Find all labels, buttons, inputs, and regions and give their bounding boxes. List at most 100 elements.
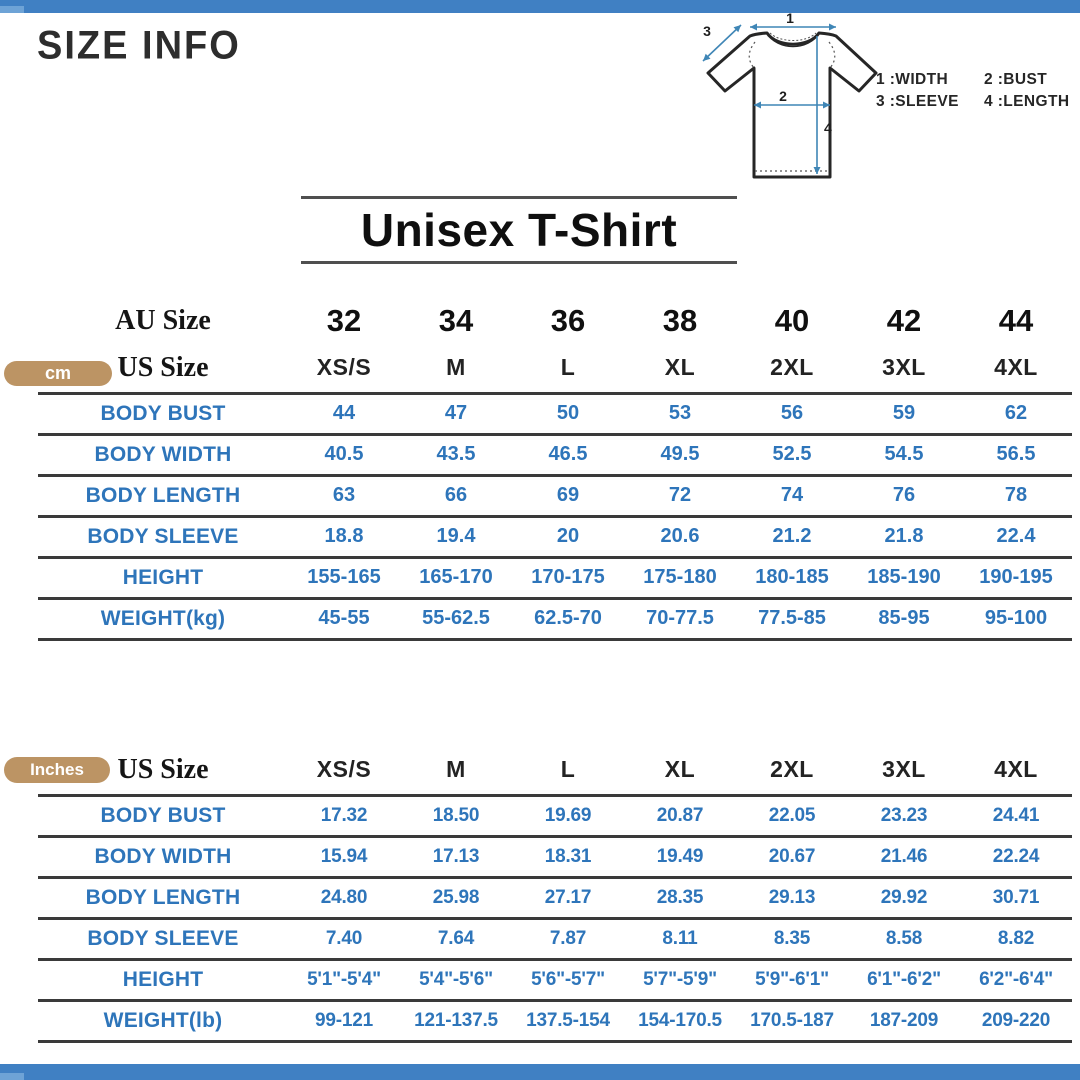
measurement-legend: 1 :WIDTH 2 :BUST 3 :SLEEVE 4 :LENGTH — [876, 71, 1069, 111]
au-size-value: 40 — [774, 302, 810, 338]
size-value: 54.5 — [884, 443, 924, 465]
row-label: WEIGHT(lb) — [103, 1008, 223, 1032]
size-value: 46.5 — [548, 443, 588, 465]
tshirt-measurement-icon: 1 2 3 4 — [702, 10, 878, 179]
size-value: 155-165 — [307, 566, 381, 588]
table-row: BODY SLEEVE 7.40 7.64 7.87 8.11 8.35 8.58 8.82 — [38, 918, 1072, 959]
size-value: 49.5 — [660, 443, 700, 465]
size-value: 121-137.5 — [414, 1009, 498, 1031]
top-accent-bar — [0, 0, 1080, 13]
size-value: 29.92 — [880, 886, 928, 908]
page-title: SIZE INFO — [37, 24, 241, 69]
us-size-value: XS/S — [288, 746, 400, 797]
size-value: 70-77.5 — [646, 607, 714, 629]
size-value: 19.49 — [656, 845, 704, 867]
au-size-value: 44 — [998, 302, 1034, 338]
us-size-value: 3XL — [848, 344, 960, 395]
right-armhole-stitch — [828, 41, 836, 69]
size-value: 185-190 — [867, 566, 941, 588]
size-value: 180-185 — [755, 566, 829, 588]
size-value: 209-220 — [981, 1009, 1051, 1031]
size-value: 27.17 — [544, 886, 592, 908]
size-value: 63 — [332, 484, 356, 506]
size-value: 66 — [444, 484, 468, 506]
us-size-value: 2XL — [736, 746, 848, 797]
legend-item-bust: 2 :BUST — [984, 71, 1048, 88]
size-value: 25.98 — [432, 886, 480, 908]
au-size-value: 38 — [662, 302, 698, 338]
size-value: 21.8 — [884, 525, 924, 547]
size-value: 190-195 — [979, 566, 1053, 588]
size-value: 69 — [556, 484, 580, 506]
row-label: BODY LENGTH — [85, 885, 241, 909]
collar-stitch — [769, 32, 817, 41]
size-value: 56.5 — [996, 443, 1036, 465]
size-value: 72 — [668, 484, 692, 506]
size-value: 20.87 — [656, 804, 704, 826]
us-size-value: XL — [624, 344, 736, 395]
us-size-value: L — [512, 746, 624, 797]
size-value: 19.4 — [436, 525, 476, 547]
size-value: 23.23 — [880, 804, 928, 826]
size-value: 30.71 — [992, 886, 1040, 908]
table-row: BODY LENGTH 63 66 69 72 74 76 78 — [38, 475, 1072, 516]
size-value: 187-209 — [869, 1009, 939, 1031]
row-label: BODY WIDTH — [94, 844, 232, 868]
au-size-value: 32 — [326, 302, 362, 338]
au-size-label: AU Size — [115, 304, 211, 336]
product-title: Unisex T-Shirt — [360, 204, 678, 256]
tshirt-diagram: 1 2 3 4 — [695, 10, 885, 187]
table-row: BODY WIDTH 40.5 43.5 46.5 49.5 52.5 54.5 56.5 — [38, 434, 1072, 475]
au-size-value: 34 — [438, 302, 474, 338]
size-value: 7.64 — [437, 927, 475, 949]
size-value: 21.46 — [880, 845, 928, 867]
us-size-value: L — [512, 344, 624, 395]
row-label: BODY BUST — [100, 803, 226, 827]
us-size-value: 2XL — [736, 344, 848, 395]
table-row: WEIGHT(lb) 99-121 121-137.5 137.5-154 154-17… — [38, 1000, 1072, 1041]
size-value: 5'6"-5'7" — [531, 968, 605, 990]
size-value: 6'1"-6'2" — [867, 968, 941, 990]
au-size-header-row: AU Size 32 34 36 38 40 42 44 — [38, 297, 1072, 344]
bust-marker-label: 2 — [779, 88, 787, 104]
left-armhole-stitch — [748, 41, 756, 69]
us-size-value: XL — [624, 746, 736, 797]
au-size-value: 42 — [886, 302, 922, 338]
size-value: 137.5-154 — [526, 1009, 610, 1031]
length-marker-label: 4 — [824, 120, 832, 136]
au-size-value: 36 — [550, 302, 586, 338]
us-size-header-row: US Size XS/S M L XL 2XL 3XL 4XL — [38, 746, 1072, 797]
us-size-value: M — [400, 746, 512, 797]
size-value: 76 — [892, 484, 916, 506]
us-size-value: M — [400, 344, 512, 395]
table-row: HEIGHT 5'1"-5'4" 5'4"-5'6" 5'6"-5'7" 5'7"-5'… — [38, 959, 1072, 1000]
row-label: BODY SLEEVE — [87, 524, 239, 548]
size-value: 47 — [444, 402, 468, 424]
size-value: 22.24 — [992, 845, 1040, 867]
sleeve-arrow — [702, 24, 742, 62]
size-value: 24.80 — [320, 886, 368, 908]
size-value: 170.5-187 — [750, 1009, 834, 1031]
size-value: 5'9"-6'1" — [755, 968, 829, 990]
length-arrow — [813, 36, 821, 174]
us-size-value: XS/S — [288, 344, 400, 395]
size-value: 20.67 — [768, 845, 816, 867]
table-row: BODY BUST 44 47 50 53 56 59 62 — [38, 393, 1072, 434]
size-value: 29.13 — [768, 886, 816, 908]
size-value: 18.31 — [544, 845, 592, 867]
legend-item-sleeve: 3 :SLEEVE — [876, 93, 959, 110]
size-value: 17.13 — [432, 845, 480, 867]
size-value: 78 — [1004, 484, 1028, 506]
cm-size-table: AU Size 32 34 36 38 40 42 44 US Size XS/S M L XL 2… — [38, 297, 1072, 641]
size-value: 43.5 — [436, 443, 476, 465]
size-value: 53 — [668, 402, 692, 424]
size-value: 62.5-70 — [534, 607, 602, 629]
table-row: HEIGHT 155-165 165-170 170-175 175-180 180-18… — [38, 557, 1072, 598]
size-value: 20 — [556, 525, 580, 547]
row-label: HEIGHT — [122, 565, 204, 589]
size-value: 8.11 — [662, 927, 698, 949]
table-row: BODY SLEEVE 18.8 19.4 20 20.6 21.2 21.8 22.4 — [38, 516, 1072, 557]
size-value: 8.82 — [997, 927, 1035, 949]
us-size-value: 4XL — [960, 746, 1072, 797]
